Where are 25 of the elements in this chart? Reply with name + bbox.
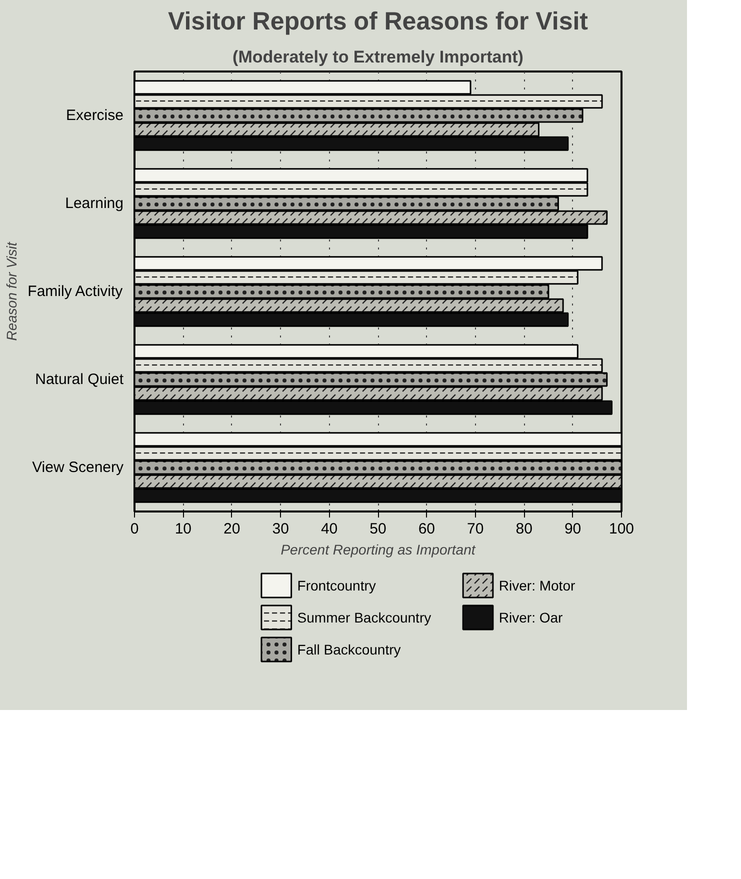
legend-label: Fall Backcountry (297, 642, 401, 658)
x-tick-label: 40 (320, 520, 338, 538)
y-tick-label: View Scenery (32, 459, 124, 476)
x-tick-label: 80 (516, 520, 532, 538)
legend-label: River: Oar (498, 610, 564, 626)
x-tick-label: 20 (224, 520, 240, 538)
legend-label: Frontcountry (297, 578, 376, 594)
x-tick-label: 30 (272, 520, 289, 538)
legend-label: Summer Backcountry (297, 610, 432, 626)
y-tick-label: Family Activity (28, 283, 124, 300)
x-tick-label: 0 (130, 520, 139, 538)
y-axis-title: Reason for Visit (4, 241, 20, 341)
legend-label: River: Motor (498, 578, 576, 594)
x-tick-label: 70 (467, 520, 484, 538)
x-tick-label: 90 (564, 520, 582, 538)
y-tick-label: Natural Quiet (35, 371, 124, 388)
chart-subtitle: (Moderately to Extremely Important) (232, 48, 524, 66)
x-tick-label: 60 (418, 520, 436, 538)
x-tick-label: 50 (370, 520, 386, 538)
y-tick-label: Exercise (66, 107, 124, 124)
chart-title: Visitor Reports of Reasons for Visit (168, 8, 589, 36)
x-axis-title: Percent Reporting as Important (280, 542, 476, 558)
x-tick-label: 10 (174, 520, 192, 538)
x-tick-label: 100 (608, 520, 634, 538)
y-tick-label: Learning (65, 195, 124, 212)
